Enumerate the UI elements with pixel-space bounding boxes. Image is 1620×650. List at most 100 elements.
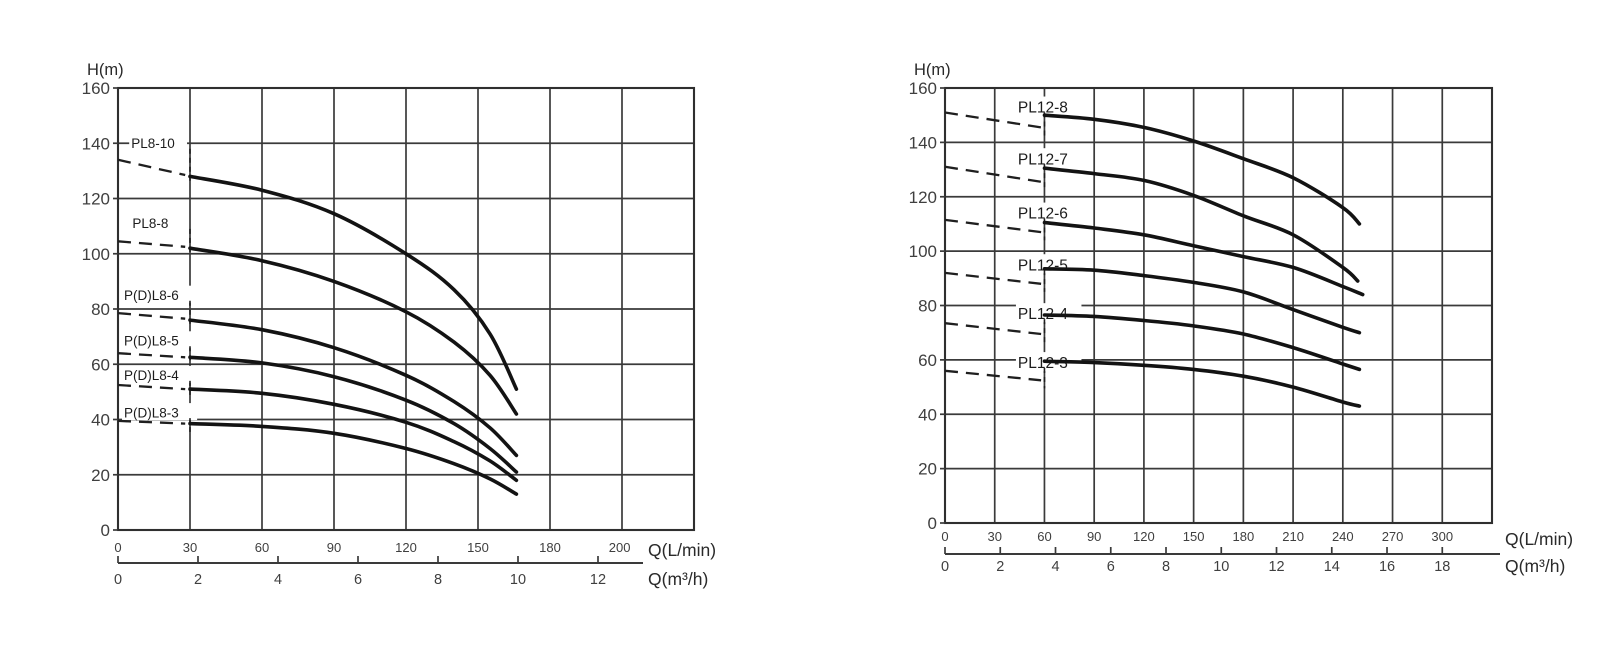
x-axis-tick-label: 0 <box>941 529 948 544</box>
y-axis-tick-label: 40 <box>918 405 937 424</box>
x-axis-m3h-tick-label: 2 <box>996 559 1004 575</box>
y-axis-tick-label: 0 <box>101 521 110 540</box>
x-axis-m3h-tick-label: 0 <box>114 572 122 588</box>
y-axis-tick-label: 100 <box>909 242 937 261</box>
x-axis-tick-label: 270 <box>1382 529 1404 544</box>
curve-dashed-extrapolation <box>117 419 186 425</box>
curve-PL8-8: PL8-8 <box>117 213 519 416</box>
x-axis-m3h-unit: Q(m³/h) <box>1505 556 1565 576</box>
x-axis-lmin-labels: 0 30 60 90 120 150 180 210 240 270 300 <box>941 529 1453 544</box>
y-axis-tick-label: 160 <box>909 79 937 98</box>
x-axis-m3h-tick-label: 10 <box>510 572 526 588</box>
curve-dashed-extrapolation <box>944 322 1042 336</box>
x-axis-m3h-tick-label: 18 <box>1434 559 1450 575</box>
x-axis-m3h-tick-label: 6 <box>354 572 362 588</box>
x-axis-lmin-labels: 0 30 60 90 120 150 180 200 <box>114 540 630 555</box>
y-axis-tick-label: 40 <box>91 411 110 430</box>
curve-label: PL12-3 <box>1018 355 1068 372</box>
y-axis-tick-label: 20 <box>918 460 937 479</box>
curve-dashed-extrapolation <box>117 352 186 359</box>
curve-PL12-6: PL12-6 <box>944 202 1365 297</box>
x-axis-m3h-tick-label: 14 <box>1324 559 1340 575</box>
y-axis-title: H(m) <box>914 61 951 79</box>
curve-label: PL12-5 <box>1018 257 1068 274</box>
x-axis-tick-label: 90 <box>327 540 341 555</box>
curve-PL12-7: PL12-7 <box>944 148 1360 283</box>
curve-solid <box>188 174 519 391</box>
y-axis-tick-label: 140 <box>82 134 110 153</box>
curve-label: PL8-10 <box>131 136 175 151</box>
curve-solid <box>1042 313 1362 372</box>
y-axis-tick-label: 160 <box>82 79 110 98</box>
x-axis-tick-label: 60 <box>255 540 269 555</box>
curve-dashed-extrapolation <box>117 240 186 248</box>
curve-PL12-8: PL12-8 <box>944 96 1362 226</box>
curve-solid <box>1042 267 1362 335</box>
curve-solid <box>188 355 519 474</box>
y-axis-tick-label: 120 <box>82 190 110 209</box>
y-axis-tick-label: 120 <box>909 188 937 207</box>
curve-label: PL8-8 <box>132 216 168 231</box>
x-axis-m3h-labels: 0 2 4 6 8 10 12 <box>114 556 606 588</box>
curve-dashed-extrapolation <box>117 311 186 320</box>
x-axis-tick-label: 210 <box>1282 529 1304 544</box>
curve-dashed-extrapolation <box>944 111 1042 129</box>
curve-label: P(D)L8-3 <box>124 405 179 420</box>
curve-PL12-3: PL12-3 <box>944 352 1362 408</box>
curve-P(D)L8-4: P(D)L8-4 <box>117 365 519 483</box>
x-axis-tick-label: 200 <box>609 540 631 555</box>
y-axis-tick-label: 80 <box>918 297 937 316</box>
curve-label-bg <box>1015 148 1082 168</box>
curve-label-bg <box>122 285 198 303</box>
curve-dashed-extrapolation <box>117 383 186 391</box>
x-axis-m3h-tick-label: 10 <box>1213 559 1229 575</box>
y-axis-tick-label: 0 <box>928 514 937 533</box>
curve-label-bg <box>122 331 198 349</box>
x-axis-tick-label: 60 <box>1037 529 1051 544</box>
y-axis-tick-label: 140 <box>909 133 937 152</box>
curve-solid <box>1042 113 1362 226</box>
curve-solid <box>188 318 519 458</box>
curve-label-bg <box>1015 202 1082 222</box>
curve-dashed-extrapolation <box>944 369 1042 382</box>
curve-dashed-extrapolation <box>944 165 1042 183</box>
y-axis-tick-label: 80 <box>91 300 110 319</box>
x-axis-tick-label: 240 <box>1332 529 1354 544</box>
curve-PL12-4: PL12-4 <box>944 303 1362 372</box>
curve-label-bg <box>129 133 188 151</box>
y-axis-labels: 0 20 40 60 80 100 120 140 160 <box>909 79 945 533</box>
x-axis-m3h-tick-label: 12 <box>590 572 606 588</box>
x-axis-tick-label: 180 <box>539 540 561 555</box>
curve-solid <box>1042 166 1360 283</box>
x-axis-m3h-tick-label: 6 <box>1107 559 1115 575</box>
y-axis-tick-label: 100 <box>82 245 110 264</box>
curve-P(D)L8-6: P(D)L8-6 <box>117 285 519 458</box>
x-axis-m3h-tick-label: 12 <box>1268 559 1284 575</box>
x-axis-tick-label: 150 <box>1183 529 1205 544</box>
grid <box>117 87 695 531</box>
x-axis-tick-label: 30 <box>183 540 197 555</box>
y-axis-title: H(m) <box>87 61 124 79</box>
curve-solid <box>188 246 519 416</box>
x-axis-tick-label: 120 <box>395 540 417 555</box>
curve-label-bg <box>1015 96 1082 116</box>
curve-label: PL12-8 <box>1018 100 1068 117</box>
y-axis-tick-label: 60 <box>91 355 110 374</box>
y-axis-labels: 0 20 40 60 80 100 120 140 160 <box>82 79 118 540</box>
curve-label-bg <box>122 403 198 421</box>
y-axis-tick-label: 20 <box>91 466 110 485</box>
x-axis-lmin-unit: Q(L/min) <box>1505 529 1573 549</box>
curve-solid <box>188 421 519 496</box>
curve-label: P(D)L8-4 <box>124 368 179 383</box>
x-axis-tick-label: 300 <box>1431 529 1453 544</box>
curve-PL12-5: PL12-5 <box>944 254 1362 335</box>
curve-PL8-10: PL8-10 <box>117 133 519 391</box>
curve-dashed-extrapolation <box>944 271 1042 285</box>
x-axis-tick-label: 90 <box>1087 529 1101 544</box>
x-axis-m3h-tick-label: 2 <box>194 572 202 588</box>
x-axis-m3h-tick-label: 16 <box>1379 559 1395 575</box>
curve-label: PL12-7 <box>1018 151 1068 168</box>
x-axis-m3h-tick-label: 4 <box>1051 559 1059 575</box>
curve-label-bg <box>130 213 180 231</box>
